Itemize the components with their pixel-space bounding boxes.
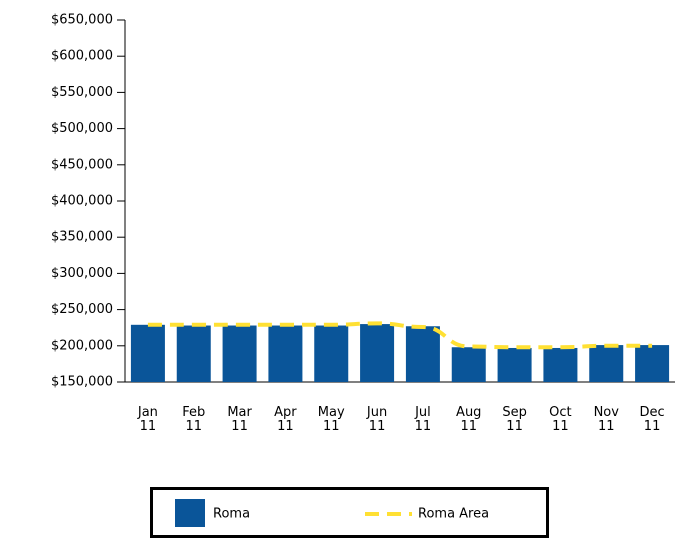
- x-tick-label: May 11: [317, 405, 345, 434]
- y-tick-label: $400,000: [51, 194, 113, 209]
- bar: [497, 347, 532, 382]
- y-tick-label: $300,000: [51, 266, 113, 281]
- y-tick-label: $650,000: [51, 13, 113, 28]
- y-tick-label: $500,000: [51, 121, 113, 136]
- legend-label: Roma Area: [418, 507, 489, 522]
- x-tick-label: Mar 11: [227, 405, 252, 434]
- x-tick-label: Jul 11: [414, 405, 432, 434]
- y-tick-label: $350,000: [51, 230, 113, 245]
- x-tick-label: Nov 11: [593, 405, 619, 434]
- bar: [451, 347, 486, 382]
- legend-box: [150, 487, 549, 538]
- x-tick-label: Apr 11: [274, 405, 297, 434]
- x-tick-label: Jan 11: [137, 405, 158, 434]
- y-tick-label: $600,000: [51, 49, 113, 64]
- x-tick-label: Aug 11: [456, 405, 482, 434]
- bar: [314, 325, 349, 382]
- bar: [360, 324, 395, 382]
- bar: [589, 345, 624, 382]
- y-tick-label: $550,000: [51, 85, 113, 100]
- bar: [405, 326, 440, 382]
- x-tick-label: Feb 11: [182, 405, 206, 434]
- bar: [543, 347, 578, 382]
- y-tick-label: $200,000: [51, 338, 113, 353]
- legend-label: Roma: [213, 507, 250, 522]
- line: [147, 321, 653, 350]
- x-tick-label: Dec 11: [639, 405, 665, 434]
- bar: [176, 325, 211, 382]
- x-tick-label: Oct 11: [549, 405, 572, 434]
- x-tick-label: Sep 11: [502, 405, 527, 434]
- x-tick-label: Jun 11: [366, 405, 388, 434]
- bar: [222, 325, 257, 382]
- legend-swatch: [175, 499, 205, 527]
- y-tick-label: $450,000: [51, 157, 113, 172]
- bar: [130, 324, 165, 382]
- bar: [268, 325, 303, 382]
- y-tick-label: $150,000: [51, 375, 113, 390]
- y-tick-label: $250,000: [51, 302, 113, 317]
- bar: [635, 345, 670, 382]
